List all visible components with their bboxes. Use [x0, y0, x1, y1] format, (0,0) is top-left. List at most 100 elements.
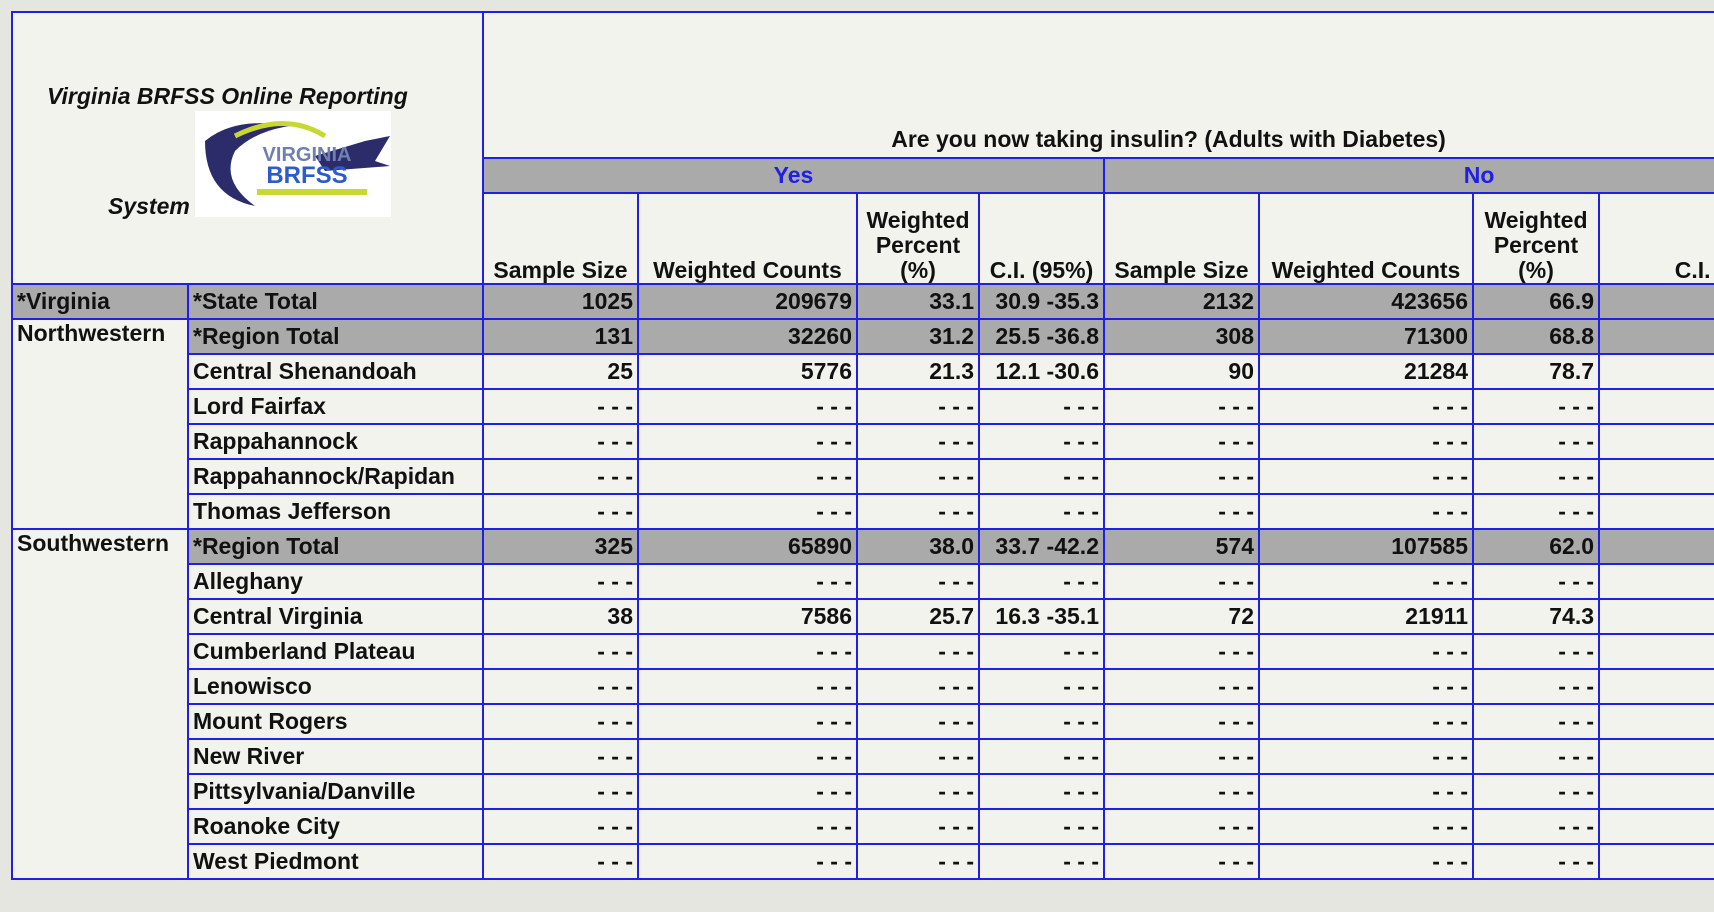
row-name: Pittsylvania/Danville	[187, 773, 484, 810]
cell: 25	[482, 353, 639, 390]
row-name: *Region Total	[187, 318, 484, 355]
cell: 33.1	[856, 283, 980, 320]
cell: 32260	[637, 318, 858, 355]
cell: - - -	[856, 493, 980, 530]
cell: - - -	[637, 703, 858, 740]
cell: - - -	[1597, 843, 1714, 880]
cell: 209679	[637, 283, 858, 320]
region-cell: Southwestern	[11, 528, 189, 880]
cell: 71300	[1258, 318, 1474, 355]
data-row: Northwestern *Region Total 131 32260 31.2 25.…	[11, 318, 1714, 530]
cell: - - -	[1103, 668, 1260, 705]
cell: - - -	[637, 423, 858, 460]
cell: - - -	[1103, 458, 1260, 495]
cell: - - -	[637, 493, 858, 530]
cell: - - -	[1597, 493, 1714, 530]
data-row: New River - - -- - -- - -- - -- - -- - --…	[12, 738, 1714, 775]
cell: 25.5 -36.8	[978, 318, 1105, 355]
logo-text: VIRGINIA	[263, 144, 352, 166]
cell: - - -	[1258, 773, 1474, 810]
cell: 423656	[1258, 283, 1474, 320]
cell: 1025	[482, 283, 639, 320]
cell: 69.4 -87.9	[1597, 353, 1714, 390]
cell: 21284	[1258, 353, 1474, 390]
cell: - - -	[1472, 493, 1600, 530]
cell: 64.9 -83.7	[1597, 598, 1714, 635]
region-cell: *Virginia	[11, 283, 189, 320]
cell: 25.7	[856, 598, 980, 635]
column-header: Weighted Percent (%)	[1472, 192, 1600, 285]
cell: - - -	[978, 493, 1105, 530]
cell: 65890	[637, 528, 858, 565]
cell: 63.2 -74.5	[1597, 318, 1714, 355]
cell: - - -	[1472, 843, 1600, 880]
row-name: Lenowisco	[187, 668, 484, 705]
cell: 21.3	[856, 353, 980, 390]
cell: - - -	[482, 703, 639, 740]
cell: 72	[1103, 598, 1260, 635]
cell: 57.8 -66.3	[1597, 528, 1714, 565]
cell: 2132	[1103, 283, 1260, 320]
cell: - - -	[1258, 633, 1474, 670]
cell: - - -	[1472, 388, 1600, 425]
row-name: Central Shenandoah	[187, 353, 484, 390]
cell: - - -	[1597, 738, 1714, 775]
row-name: Rappahannock	[187, 423, 484, 460]
cell: - - -	[1472, 773, 1600, 810]
cell: - - -	[1103, 388, 1260, 425]
cell: - - -	[1597, 703, 1714, 740]
row-name: *State Total	[187, 283, 484, 320]
cell: - - -	[856, 668, 980, 705]
cell: - - -	[1597, 773, 1714, 810]
cell: - - -	[482, 773, 639, 810]
report: Virginia BRFSS Online Reporting System V…	[11, 11, 1714, 912]
cell: - - -	[1597, 808, 1714, 845]
cell: - - -	[1103, 808, 1260, 845]
cell: - - -	[1597, 668, 1714, 705]
cell: - - -	[856, 703, 980, 740]
data-row: Mount Rogers - - -- - -- - -- - -- - -- -…	[12, 703, 1714, 740]
column-header: Sample Size	[1103, 192, 1260, 285]
region-cell: Northwestern	[11, 318, 189, 530]
data-table: Virginia BRFSS Online Reporting System V…	[11, 11, 1714, 880]
row-name: Rappahannock/Rapidan	[187, 458, 484, 495]
cell: - - -	[978, 633, 1105, 670]
data-row: Rappahannock - - -- - -- - -- - -- - -- -…	[12, 423, 1714, 460]
question: Are you now taking insulin? (Adults with…	[481, 11, 1714, 158]
cell: - - -	[978, 703, 1105, 740]
cell: 38	[482, 598, 639, 635]
cell: - - -	[482, 458, 639, 495]
cell: - - -	[1597, 563, 1714, 600]
row-name: Roanoke City	[187, 808, 484, 845]
cell: - - -	[637, 773, 858, 810]
cell: - - -	[1258, 458, 1474, 495]
cell: - - -	[856, 738, 980, 775]
data-row: Central Shenandoah 25 5776 21.3 12.1 -30.6 90…	[12, 353, 1714, 390]
cell: - - -	[637, 668, 858, 705]
column-row: Sample Size Weighted Counts Weighted Perce…	[12, 192, 1714, 285]
cell: - - -	[978, 808, 1105, 845]
cell: 31.2	[856, 318, 980, 355]
cell: 30.9 -35.3	[978, 283, 1105, 320]
cell: - - -	[1103, 773, 1260, 810]
row-name: New River	[187, 738, 484, 775]
cell: - - -	[1258, 703, 1474, 740]
cell: - - -	[856, 563, 980, 600]
cell: - - -	[1258, 423, 1474, 460]
cell: - - -	[1258, 808, 1474, 845]
column-header: Weighted Percent (%)	[856, 192, 980, 285]
cell: - - -	[1597, 388, 1714, 425]
cell: - - -	[1472, 808, 1600, 845]
data-row: Cumberland Plateau - - -- - -- - -- - -- …	[12, 633, 1714, 670]
cell: 7586	[637, 598, 858, 635]
cell: 38.0	[856, 528, 980, 565]
cell: - - -	[978, 668, 1105, 705]
column-header: C.I. (95%)	[1597, 192, 1714, 285]
cell: - - -	[1258, 668, 1474, 705]
cell: - - -	[1103, 423, 1260, 460]
cell: - - -	[1258, 843, 1474, 880]
cell: 16.3 -35.1	[978, 598, 1105, 635]
cell: - - -	[637, 388, 858, 425]
cell: - - -	[1472, 703, 1600, 740]
cell: - - -	[856, 458, 980, 495]
